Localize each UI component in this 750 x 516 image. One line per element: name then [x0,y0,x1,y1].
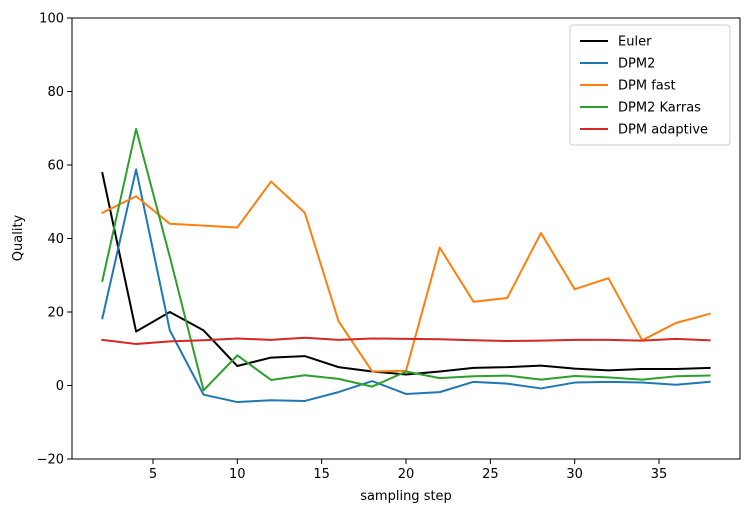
y-tick-label: 20 [47,306,64,321]
y-axis-ticks: −20 0 20 40 60 80 100 [37,12,72,468]
x-tick-label: 30 [566,467,583,482]
x-tick-label: 35 [651,467,668,482]
y-tick-label: 80 [47,85,64,100]
series-layer [101,127,711,404]
x-tick-label: 20 [398,467,415,482]
legend-label: DPM adaptive [618,123,708,138]
x-axis-ticks: 5 10 15 20 25 30 35 [149,459,667,482]
legend-label: Euler [618,35,652,50]
x-tick-label: 25 [482,467,499,482]
series-line-dpm2 [101,168,711,404]
plot-frame [71,17,741,460]
y-tick-label: 0 [56,379,64,394]
x-tick-label: 15 [313,467,330,482]
y-tick-label: −20 [37,453,64,468]
x-tick-label: 5 [149,467,157,482]
x-axis-title: sampling step [360,489,452,504]
series-line-euler [101,171,711,376]
legend-label: DPM2 [618,57,655,72]
x-tick-label: 10 [229,467,246,482]
legend-box [569,24,731,146]
legend-label: DPM fast [618,79,676,94]
series-line-dpm2-karras [101,127,711,392]
legend: Euler DPM2 DPM fast DPM2 Karras DPM adaptive [569,24,731,146]
series-line-dpm-adaptive [101,336,711,345]
y-axis-title: Quality [11,214,26,261]
y-tick-label: 60 [47,159,64,174]
legend-label: DPM2 Karras [618,101,701,116]
y-tick-label: 100 [39,12,64,27]
y-tick-label: 40 [47,232,64,247]
